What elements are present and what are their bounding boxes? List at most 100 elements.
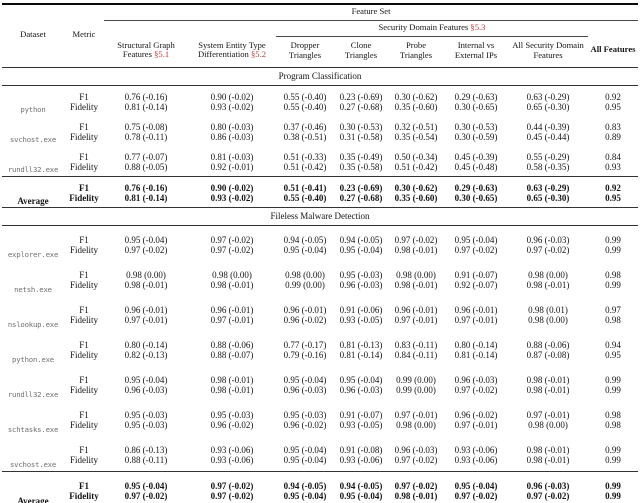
cell-value: 0.97 (-0.02) <box>526 491 570 501</box>
col-header-label: Internal vs External IPs <box>454 39 498 60</box>
cell-value: 0.97 <box>605 304 621 315</box>
cell-value: 0.51 (-0.42) <box>283 162 327 172</box>
cell-value: 0.65 (-0.30) <box>526 193 570 203</box>
cell-value: 0.97 (-0.01) <box>394 315 438 325</box>
dataset-name: python <box>20 105 46 114</box>
cell-value: 0.95 (-0.04) <box>283 374 327 385</box>
header-spacer <box>104 20 276 36</box>
cell-value: 0.55 (-0.40) <box>283 193 327 203</box>
section-ref-link[interactable]: §5.1 <box>151 49 170 60</box>
cell-value: 0.81 (-0.14) <box>454 350 498 360</box>
cell-value: 0.92 (-0.01) <box>210 162 254 172</box>
cell-value: 0.93 (-0.02) <box>210 193 254 203</box>
cell-value: 0.37 (-0.46) <box>283 121 327 132</box>
cell-value: 0.96 (-0.01) <box>454 304 498 315</box>
cell-value: 0.81 (-0.14) <box>124 193 168 203</box>
section-header-row: Fileless Malware Detection <box>2 206 639 226</box>
cell-value: 0.77 (-0.17) <box>283 339 327 350</box>
cell-value: 0.97 (-0.02) <box>526 245 570 255</box>
cell-value: 0.97 (-0.01) <box>124 315 168 325</box>
cell-value: 0.98 (0.00) <box>396 420 436 430</box>
cell-value: 0.96 (-0.03) <box>283 385 327 395</box>
metric-name: F1 <box>79 269 89 280</box>
cell-value: 0.98 (-0.01) <box>526 444 570 455</box>
cell-value: 0.81 (-0.14) <box>124 102 168 112</box>
metric-name: Fidelity <box>69 102 98 112</box>
col-header-label: Structural Graph Features <box>117 39 175 60</box>
metric-name: F1 <box>79 121 89 132</box>
cell-value: 0.88 (-0.05) <box>124 162 168 172</box>
table-row: Fidelity 0.97 (-0.02) 0.97 (-0.02) 0.95 (-0… <box>2 491 638 503</box>
table-row: Fidelity 0.97 (-0.02) 0.97 (-0.02) 0.95 (-0… <box>2 245 638 261</box>
cell-value: 0.96 (-0.03) <box>394 444 438 455</box>
cell-value: 0.92 <box>605 91 621 102</box>
cell-value: 0.98 (0.00) <box>212 269 252 280</box>
cell-value: 0.95 (-0.03) <box>124 409 168 420</box>
cell-value: 0.98 (0.00) <box>528 269 568 280</box>
cell-value: 0.94 (-0.05) <box>334 470 388 491</box>
table-header: Dataset Metric Feature Set Security Doma… <box>2 4 639 67</box>
cell-value: 0.95 (-0.04) <box>283 491 327 501</box>
cell-value: 0.58 (-0.35) <box>526 162 570 172</box>
cell-value: 0.98 <box>605 409 621 420</box>
cell-value: 0.31 (-0.58) <box>339 132 383 142</box>
cell-value: 0.97 (-0.02) <box>210 491 254 501</box>
table-row: svchost.exe F1 0.75 (-0.08) 0.80 (-0.03) 0.3… <box>2 116 638 145</box>
table-row: nslookup.exe F1 0.96 (-0.01) 0.96 (-0.01) 0.… <box>2 296 638 330</box>
section-header-row: Program Classification <box>2 66 639 86</box>
cell-value: 0.94 (-0.05) <box>276 470 334 491</box>
cell-value: 0.88 (-0.11) <box>124 455 168 465</box>
cell-value: 0.51 (-0.33) <box>283 151 327 162</box>
cell-value: 0.95 (-0.04) <box>444 470 508 491</box>
metric-name: Fidelity <box>69 420 98 430</box>
cell-value: 0.30 (-0.62) <box>388 175 444 193</box>
cell-value: 0.93 <box>605 162 621 172</box>
cell-value: 0.51 (-0.41) <box>276 175 334 193</box>
cell-value: 0.97 (-0.02) <box>210 234 254 245</box>
table-row: Fidelity 0.95 (-0.03) 0.96 (-0.02) 0.96 (-0… <box>2 420 638 436</box>
cell-value: 0.91 (-0.07) <box>454 269 498 280</box>
cell-value: 0.97 (-0.02) <box>210 245 254 255</box>
cell-value: 0.65 (-0.30) <box>526 102 570 112</box>
metric-name: Fidelity <box>69 491 99 501</box>
cell-value: 0.30 (-0.65) <box>454 193 498 203</box>
section-ref-link[interactable]: §5.3 <box>470 21 486 32</box>
cell-value: 0.95 (-0.04) <box>104 470 188 491</box>
cell-value: 0.90 (-0.02) <box>188 175 276 193</box>
table-row: Fidelity 0.96 (-0.03) 0.98 (-0.01) 0.96 (-0… <box>2 385 638 401</box>
cell-value: 0.93 (-0.06) <box>210 455 254 465</box>
cell-value: 0.96 (-0.02) <box>210 420 254 430</box>
section-ref-link[interactable]: §5.2 <box>248 49 267 60</box>
cell-value: 0.96 (-0.01) <box>124 304 168 315</box>
cell-value: 0.93 (-0.02) <box>210 102 254 112</box>
cell-value: 0.76 (-0.16) <box>124 91 168 102</box>
cell-value: 0.29 (-0.63) <box>444 175 508 193</box>
header-spacer <box>588 20 638 36</box>
dataset-name: nslookup.exe <box>7 320 59 329</box>
cell-value: 0.97 (-0.01) <box>210 315 254 325</box>
cell-value: 0.35 (-0.60) <box>394 193 438 203</box>
cell-value: 0.97 (-0.02) <box>124 245 168 255</box>
table-row: Average F1 0.95 (-0.04) 0.97 (-0.02) 0.94 (-… <box>2 470 639 503</box>
cell-value: 0.35 (-0.54) <box>394 132 438 142</box>
cell-value: 0.82 (-0.13) <box>124 350 168 360</box>
col-header-metric: Metric <box>72 29 96 40</box>
cell-value: 0.30 (-0.59) <box>454 132 498 142</box>
cell-value: 0.93 (-0.06) <box>210 444 254 455</box>
table-row: rundll32.exe F1 0.77 (-0.07) 0.81 (-0.03) 0.… <box>2 146 638 175</box>
metric-name: Fidelity <box>69 132 98 142</box>
cell-value: 0.35 (-0.60) <box>394 102 438 112</box>
cell-value: 0.88 (-0.06) <box>526 339 570 350</box>
metric-name: F1 <box>79 374 89 385</box>
cell-value: 0.96 (-0.03) <box>454 374 498 385</box>
cell-value: 0.23 (-0.69) <box>339 91 383 102</box>
cell-value: 0.30 (-0.62) <box>394 91 438 102</box>
cell-value: 0.91 (-0.07) <box>339 409 383 420</box>
col-header-label: All Security Domain Features <box>512 39 584 60</box>
cell-value: 0.45 (-0.48) <box>454 162 498 172</box>
cell-value: 0.27 (-0.68) <box>339 193 383 203</box>
metric-name: F1 <box>79 304 89 315</box>
cell-value: 0.95 (-0.04) <box>339 245 383 255</box>
cell-value: 0.98 (0.00) <box>528 420 568 430</box>
cell-value: 0.23 (-0.69) <box>334 175 388 193</box>
